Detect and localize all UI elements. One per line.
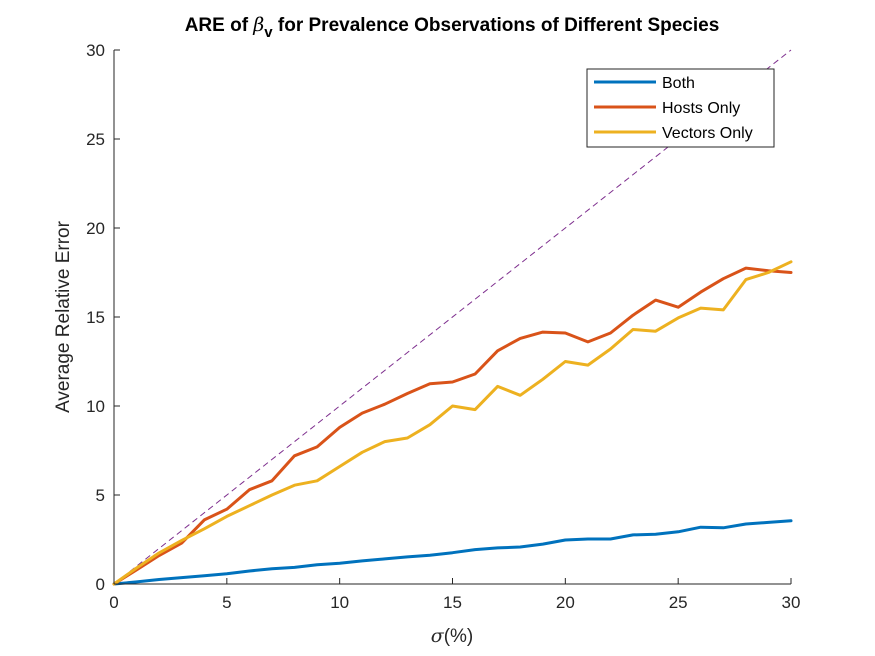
series-layer [112,260,793,586]
legend-label-vectors-only: Vectors Only [662,125,753,142]
y-tick-label: 25 [86,130,105,149]
title-suffix: for Prevalence Observations of Different… [273,15,720,36]
series-line-hosts-only [112,266,793,586]
chart-title: ARE of βv for Prevalence Observations of… [185,14,720,41]
y-axis-label: Average Relative Error [53,220,74,413]
legend-label-both: Both [662,75,695,92]
y-tick-label: 15 [86,308,105,327]
x-tick-label: 15 [443,593,462,612]
title-prefix: ARE of [185,15,254,36]
y-tick-label: 30 [86,41,105,60]
series-line-vectors-only [112,260,793,586]
x-tick-label: 0 [109,593,118,612]
x-tick-label: 20 [556,593,575,612]
y-tick-label: 5 [96,486,105,505]
x-tick-label: 30 [782,593,801,612]
x-ticks: 0 5 10 15 20 25 30 [109,578,800,612]
series-line-both [112,519,793,586]
x-tick-label: 5 [222,593,231,612]
x-tick-label: 10 [330,593,349,612]
x-axis-label: σ(%) [431,625,474,647]
title-subscript: v [264,24,273,41]
y-tick-label: 0 [96,575,105,594]
x-tick-label: 25 [669,593,688,612]
title-beta-symbol: β [252,14,264,36]
legend-label-hosts-only: Hosts Only [662,100,740,117]
y-tick-label: 10 [86,397,105,416]
legend: Both Hosts Only Vectors Only [586,68,775,148]
svg-text:ARE of βv for Prevalence Obser: ARE of βv for Prevalence Observations of… [185,14,720,41]
reference-diagonal-line [113,49,792,585]
x-axis-label-symbol: σ [431,625,445,647]
y-ticks: 0 5 10 15 20 25 30 [86,41,120,594]
reference-line-layer [113,49,792,585]
x-axis-label-unit: (%) [444,626,474,647]
y-tick-label: 20 [86,219,105,238]
